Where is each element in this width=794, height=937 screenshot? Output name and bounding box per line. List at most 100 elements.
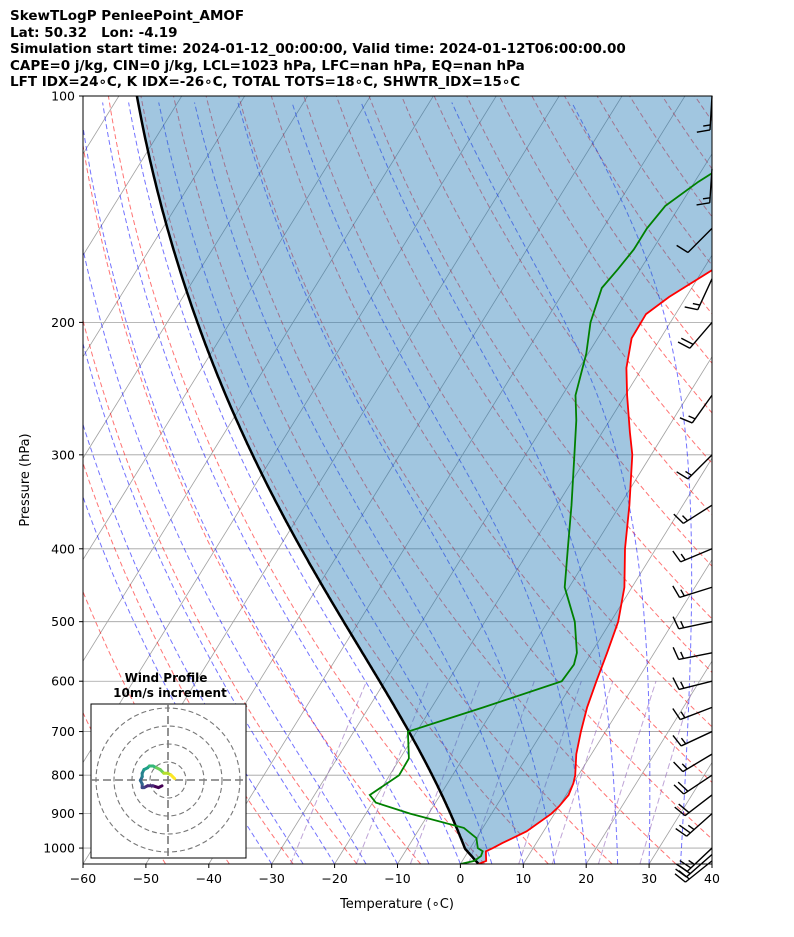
y-tick-label: 900 — [51, 806, 75, 821]
dry-adiabat — [270, 96, 712, 784]
isotherm-line — [271, 153, 712, 864]
moist-adiabat — [83, 495, 273, 864]
dewpoint-line — [368, 172, 712, 864]
dry-adiabat — [83, 318, 358, 864]
moist-adiabat — [83, 246, 367, 864]
dry-adiabat — [83, 590, 230, 864]
wind-barb — [676, 454, 713, 480]
wind-barb — [672, 548, 713, 563]
moist-adiabat — [158, 102, 493, 864]
y-tick-label: 100 — [51, 89, 75, 104]
wind-barb — [679, 394, 713, 424]
isotherm-line — [83, 96, 434, 662]
moist-adiabat — [451, 102, 651, 864]
dry-adiabat — [238, 96, 712, 840]
y-tick-label: 600 — [51, 674, 75, 689]
dry-adiabat — [303, 96, 712, 728]
wind-barb — [672, 647, 713, 661]
axes-layer: −60 −50 −40 −30 −20 −10 0 10 20 30 40 1000 900 800 700… — [43, 89, 720, 887]
hodograph: Wind Profile 10m/s increment — [90, 671, 247, 859]
isotherm-line — [83, 96, 308, 459]
y-tick-label: 400 — [51, 541, 75, 556]
dry-adiabat — [140, 96, 549, 864]
hodograph-plot — [91, 704, 246, 858]
y-tick-label: 800 — [51, 768, 75, 783]
mixing-ratio-line — [355, 681, 430, 864]
wind-barb — [674, 794, 713, 817]
dry-adiabat — [83, 461, 294, 864]
hodograph-subtitle: 10m/s increment — [113, 686, 227, 700]
y-tick-label: 1000 — [43, 841, 75, 856]
dry-adiabat — [498, 96, 712, 414]
wind-barb — [675, 847, 713, 872]
wind-barb — [672, 585, 713, 599]
moist-adiabat — [83, 422, 304, 864]
wind-barb — [675, 813, 713, 837]
x-tick-label: −30 — [259, 871, 285, 886]
y-axis-label: Pressure (hPa) — [18, 433, 33, 526]
dry-adiabat — [401, 96, 712, 567]
wind-barb — [673, 504, 713, 525]
x-tick-label: −50 — [133, 871, 159, 886]
moist-adiabat — [83, 123, 398, 864]
x-axis-label: Temperature (∘C) — [339, 897, 454, 912]
mixing-ratio-line — [639, 681, 696, 864]
moist-adiabat — [571, 102, 693, 864]
mixing-ratio-line — [518, 681, 582, 864]
x-tick-label: −60 — [70, 871, 96, 886]
hodograph-ring — [113, 725, 223, 835]
y-tick-label: 300 — [51, 447, 75, 462]
isotherm-line — [208, 96, 686, 864]
chart-header: SkewTLogP PenleePoint_AMOF Lat: 50.32 Lo… — [10, 8, 626, 91]
hodograph-segment — [171, 775, 177, 781]
wind-barb — [672, 730, 713, 747]
x-tick-label: 20 — [578, 871, 594, 886]
moist-adiabat — [128, 102, 461, 864]
wind-barb — [696, 95, 713, 133]
grid-layer — [83, 96, 794, 864]
mixing-ratio-line — [597, 681, 657, 864]
wind-barb — [672, 706, 713, 721]
mixing-ratio-line — [551, 681, 614, 864]
chart-title: SkewTLogP PenleePoint_AMOF — [10, 8, 245, 24]
wind-barbs — [672, 95, 713, 883]
data-layer — [135, 96, 712, 864]
x-tick-label: 0 — [456, 871, 464, 886]
dry-adiabat — [335, 96, 712, 674]
hodograph-title: Wind Profile — [125, 671, 208, 685]
wind-barb — [677, 321, 713, 349]
wind-barb — [672, 616, 713, 630]
dry-adiabat — [368, 96, 712, 620]
isotherm-line — [711, 863, 712, 864]
wind-barb — [684, 278, 713, 311]
dry-adiabat — [727, 96, 794, 864]
x-tick-label: 10 — [515, 871, 531, 886]
hodograph-ring — [149, 761, 187, 799]
wind-barb — [676, 227, 713, 254]
dry-adiabat — [760, 96, 794, 864]
wind-barb — [673, 753, 713, 773]
y-tick-label: 200 — [51, 315, 75, 330]
wind-barb — [672, 677, 713, 691]
moist-adiabat — [711, 858, 712, 864]
parcel-profile-line — [135, 96, 480, 864]
isotherm-line — [83, 96, 183, 257]
dry-adiabat — [205, 96, 677, 864]
moist-adiabat — [194, 102, 524, 864]
simulation-time-text: Simulation start time: 2024-01-12_00:00:… — [10, 41, 626, 57]
dry-adiabat — [466, 96, 712, 464]
location-text: Lat: 50.32 Lon: -4.19 — [10, 24, 178, 41]
dry-adiabat — [173, 96, 613, 864]
x-tick-label: −40 — [196, 871, 222, 886]
stability-indices-text: LFT IDX=24∘C, K IDX=-26∘C, TOTAL TOTS=18… — [10, 74, 521, 90]
moist-adiabat — [237, 102, 556, 864]
x-tick-label: −20 — [321, 871, 347, 886]
y-tick-label: 500 — [51, 614, 75, 629]
x-tick-label: 30 — [641, 871, 657, 886]
isotherm-line — [83, 96, 371, 561]
mixing-ratio-line — [409, 681, 481, 864]
instability-indices-text: CAPE=0 j/kg, CIN=0 j/kg, LCL=1023 hPa, L… — [10, 57, 525, 74]
x-tick-label: −10 — [384, 871, 410, 886]
moist-adiabat — [83, 341, 336, 864]
